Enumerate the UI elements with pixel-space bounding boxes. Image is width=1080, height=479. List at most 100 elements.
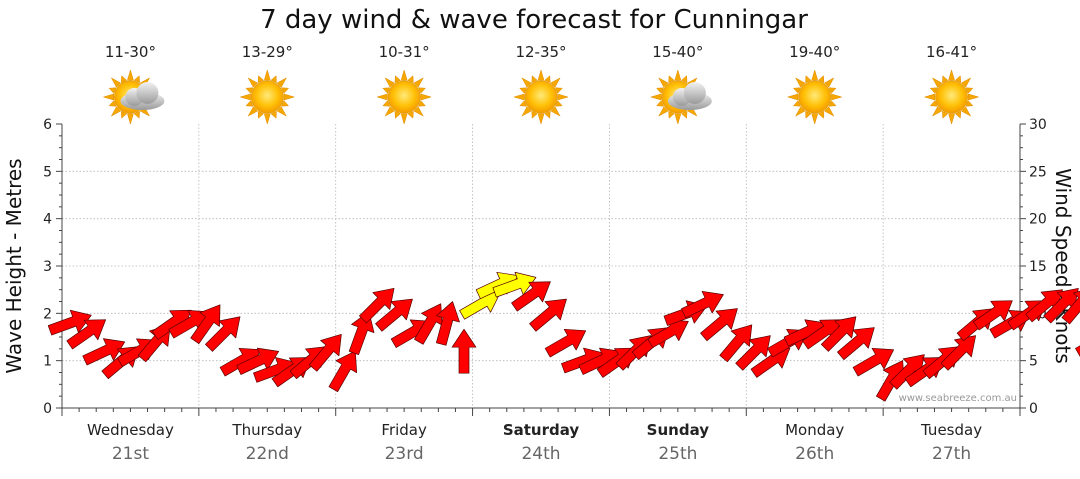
sun-ray — [133, 110, 140, 119]
wind-arrow — [681, 290, 724, 319]
sun-ray — [811, 113, 819, 125]
day-header-tuesday: 16-41° Tuesday 27th — [920, 43, 982, 464]
wind-arrow — [1061, 286, 1080, 325]
sun-ray — [531, 75, 538, 84]
sun-ray — [805, 110, 812, 119]
sun-icon — [239, 69, 296, 125]
wind-arrow-shape — [47, 309, 92, 336]
day-header-thursday: 13-29° Thursday 22nd — [231, 43, 302, 464]
sun-ray — [407, 110, 414, 119]
sun-ray — [519, 87, 528, 94]
sun-ray — [554, 87, 563, 94]
sun-icon — [923, 69, 980, 125]
sun-ray — [649, 93, 662, 101]
y-tick-label-right: 20 — [1029, 212, 1047, 228]
y-axis-right-label: Wind Speed - Knots — [1051, 168, 1075, 364]
sun-ray — [263, 113, 271, 125]
sun-ray — [923, 93, 936, 101]
wind-arrow-shape — [837, 327, 875, 361]
wind-arrow — [328, 350, 358, 393]
wind-arrow — [852, 347, 895, 377]
sun-ray — [817, 110, 825, 119]
sun-ray — [680, 110, 688, 119]
day-date: 21st — [112, 444, 149, 464]
wind-arrow-shape — [681, 290, 724, 319]
sun-ray — [554, 100, 563, 107]
sun-rays — [786, 69, 843, 125]
wind-arrow — [529, 298, 567, 332]
sun-ray — [965, 100, 974, 107]
sun-icon — [513, 69, 569, 125]
sun-ray — [960, 77, 972, 88]
sun-rays — [239, 69, 296, 125]
sun-ray — [239, 93, 251, 101]
sun-ray — [968, 93, 980, 101]
day-header-sunday: 15-40° Sunday 25th — [647, 43, 712, 464]
day-temp-range: 12-35° — [515, 43, 566, 61]
sun-ray — [954, 110, 962, 119]
sun-ray — [376, 93, 388, 101]
credit-text: www.seabreeze.com.au — [899, 393, 1017, 404]
sun-ray — [283, 93, 296, 101]
sun-ray — [127, 69, 134, 81]
sun-ray — [965, 87, 974, 94]
sun-ray — [120, 75, 128, 84]
sun-cloud-icon — [102, 69, 165, 125]
sun-ray — [110, 77, 122, 88]
sun-ray — [247, 77, 259, 88]
sun-ray — [811, 69, 819, 81]
sun-ray — [674, 113, 682, 125]
sun-ray — [120, 110, 128, 119]
sun-ray — [531, 110, 538, 119]
wind-arrow — [205, 316, 241, 352]
sun-ray — [257, 110, 265, 119]
wind-arrow — [451, 328, 477, 374]
day-header-friday: 10-31° Friday 23rd — [376, 43, 433, 464]
day-temp-range: 19-40° — [789, 43, 840, 61]
wind-arrow-shape — [889, 354, 925, 390]
wind-arrow-shape — [973, 300, 1013, 331]
sun-ray — [550, 106, 561, 117]
sun-ray — [792, 87, 801, 94]
day-temp-range: 10-31° — [379, 43, 430, 61]
y-tick-label-right: 15 — [1029, 259, 1047, 275]
sun-ray — [658, 77, 669, 88]
day-name: Friday — [381, 421, 427, 439]
sun-ray — [394, 110, 402, 119]
sun-ray — [281, 87, 290, 94]
sun-ray — [513, 93, 525, 101]
sun-ray — [544, 75, 551, 84]
day-temp-range: 11-30° — [105, 43, 156, 61]
wind-arrows — [47, 271, 1080, 402]
sun-ray — [127, 113, 134, 125]
sun-ray — [544, 110, 551, 119]
y-axis-left-label: Wave Height - Metres — [2, 158, 26, 373]
sun-ray — [537, 69, 545, 81]
sun-ray — [805, 75, 812, 84]
chart-title: 7 day wind & wave forecast for Cunningar — [260, 5, 808, 35]
sun-ray — [658, 106, 669, 117]
sun-ray — [680, 75, 688, 84]
sun-ray — [668, 110, 675, 119]
sun-ray — [420, 93, 433, 101]
sun-ray — [794, 106, 806, 117]
wind-arrow-shape — [1043, 287, 1079, 324]
wind-arrow — [700, 308, 738, 342]
wind-arrow — [889, 354, 925, 390]
wind-arrow — [837, 327, 875, 361]
sun-ray — [281, 100, 290, 107]
day-date: 24th — [521, 444, 560, 464]
day-temp-range: 16-41° — [926, 43, 977, 61]
sun-ray — [823, 77, 835, 88]
sun-ray — [382, 87, 391, 94]
sun-ray — [108, 87, 117, 94]
sun-ray — [948, 113, 955, 125]
y-tick-label-right: 5 — [1029, 354, 1038, 370]
y-tick-label-left: 6 — [43, 117, 52, 133]
wind-arrow-shape — [544, 328, 587, 358]
sun-ray — [786, 93, 799, 101]
wind-arrow — [435, 301, 460, 346]
sun-ray — [257, 75, 265, 84]
